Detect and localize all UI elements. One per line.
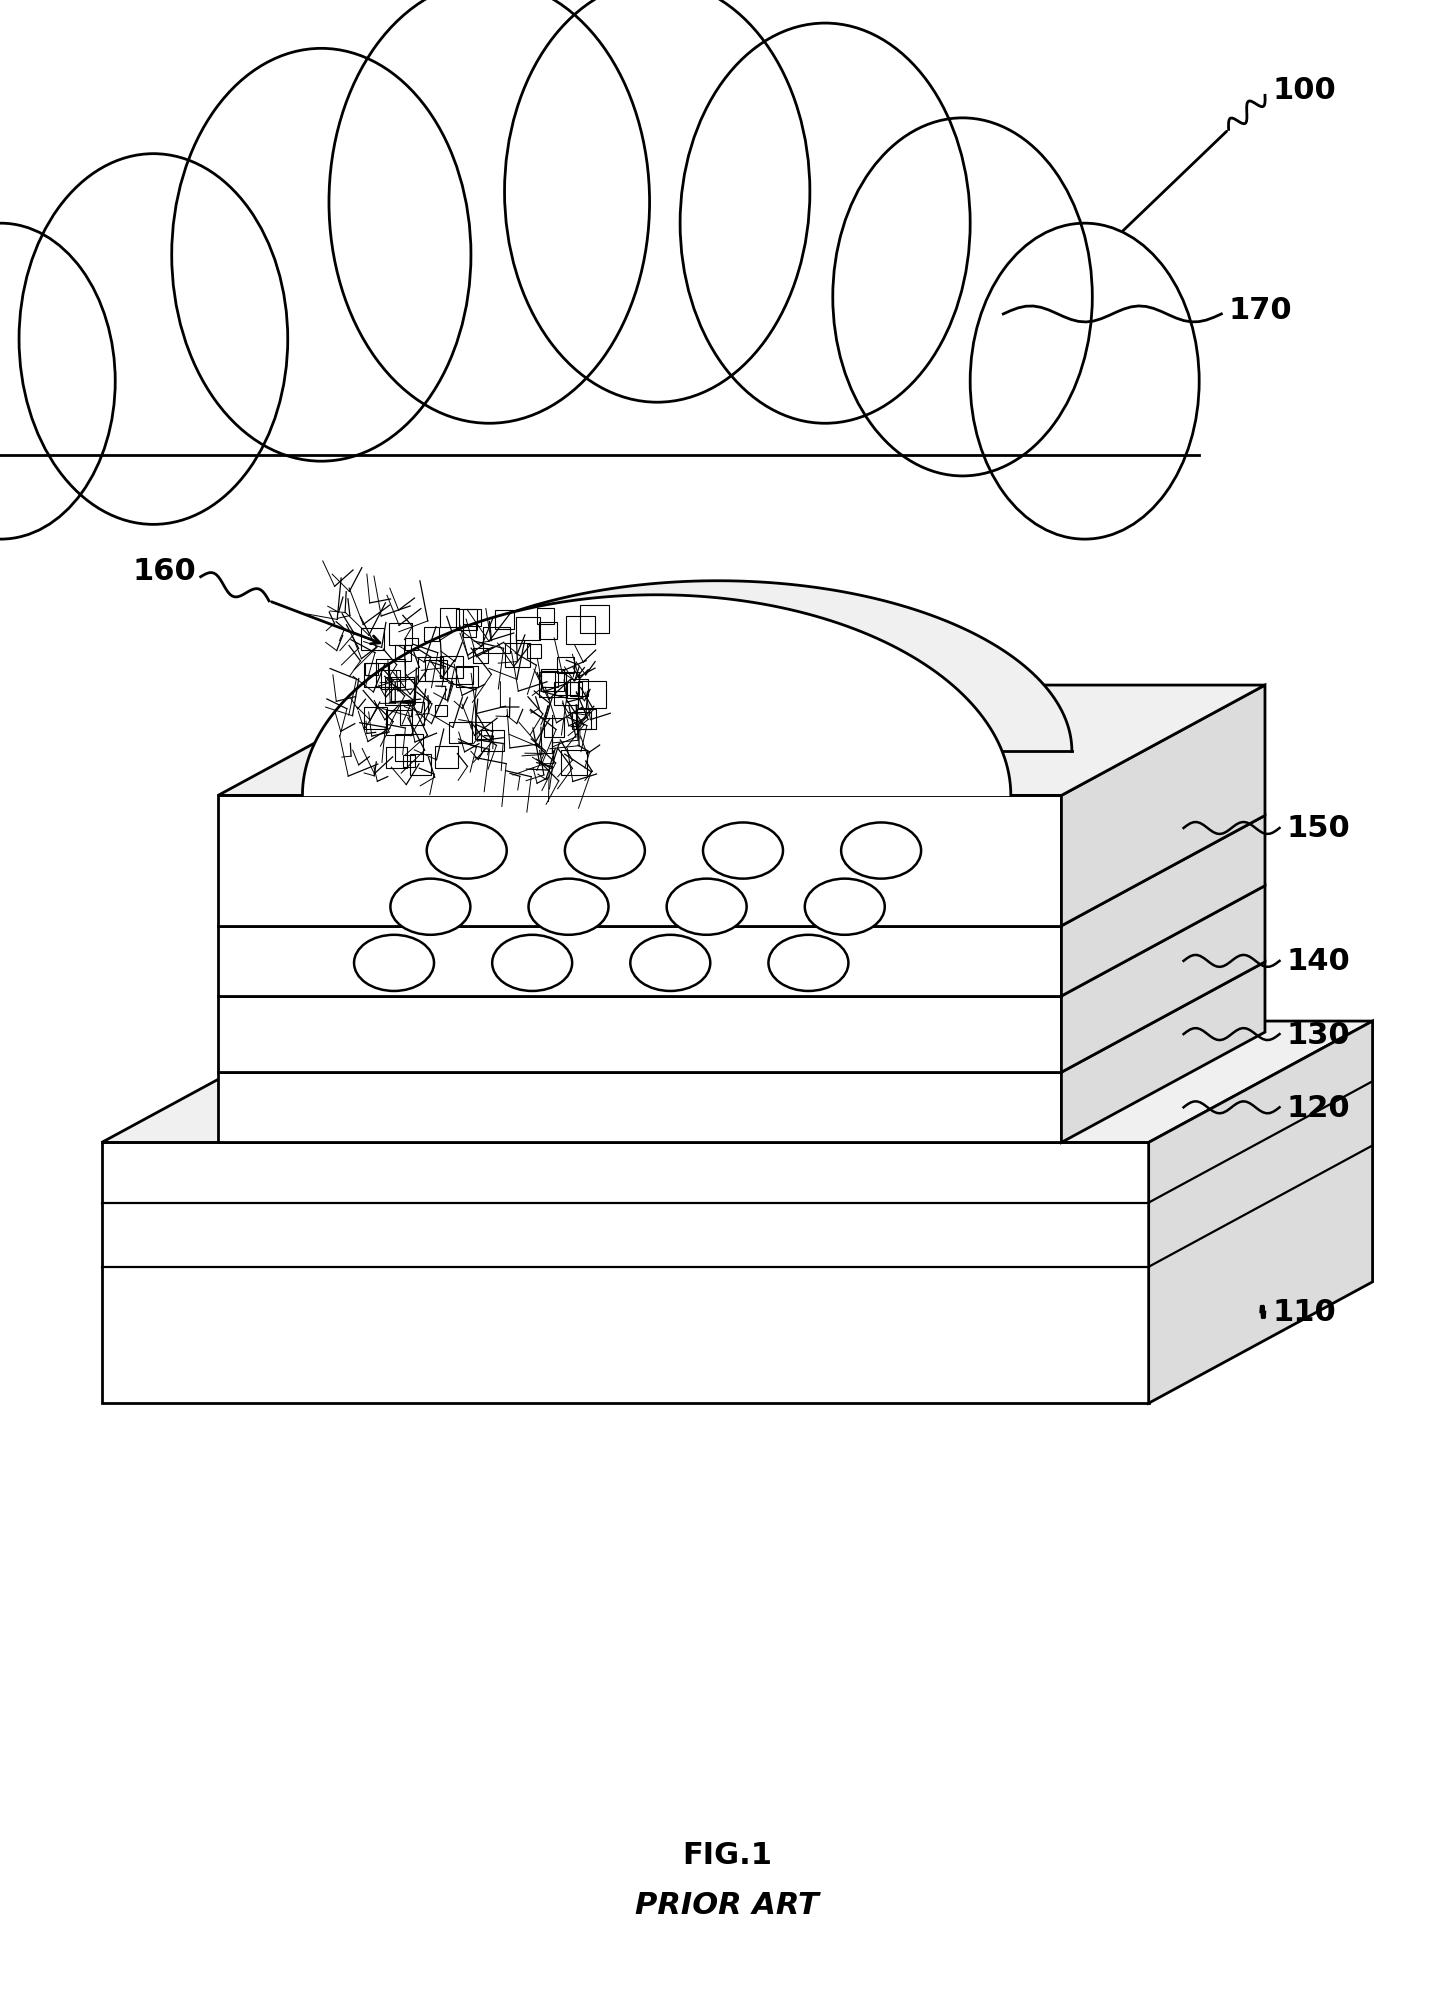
Polygon shape — [1061, 886, 1265, 1073]
Ellipse shape — [768, 934, 849, 992]
Polygon shape — [218, 996, 1061, 1073]
Ellipse shape — [666, 878, 747, 934]
Ellipse shape — [564, 822, 644, 878]
Polygon shape — [302, 595, 1011, 796]
Polygon shape — [1061, 686, 1265, 926]
Text: 140: 140 — [1287, 946, 1351, 976]
Ellipse shape — [491, 934, 571, 992]
Text: 130: 130 — [1287, 1021, 1351, 1049]
Text: 160: 160 — [132, 557, 196, 585]
Polygon shape — [218, 926, 1061, 996]
Circle shape — [970, 225, 1200, 539]
Polygon shape — [218, 796, 1061, 926]
Ellipse shape — [702, 822, 782, 878]
Polygon shape — [364, 581, 1072, 752]
Polygon shape — [218, 962, 1265, 1073]
Polygon shape — [218, 816, 1265, 926]
Circle shape — [505, 0, 810, 403]
Text: FIG.1: FIG.1 — [682, 1841, 772, 1869]
Ellipse shape — [630, 934, 710, 992]
Polygon shape — [1149, 1023, 1373, 1404]
Ellipse shape — [426, 822, 506, 878]
Polygon shape — [218, 886, 1265, 996]
Circle shape — [833, 118, 1092, 477]
Text: 170: 170 — [1229, 297, 1293, 325]
Polygon shape — [102, 1023, 1373, 1143]
Ellipse shape — [806, 878, 884, 934]
Text: 100: 100 — [1272, 76, 1336, 104]
Text: PRIOR ART: PRIOR ART — [635, 1891, 819, 1919]
Circle shape — [19, 154, 288, 525]
Circle shape — [172, 50, 471, 461]
Circle shape — [680, 24, 970, 425]
Text: 150: 150 — [1287, 814, 1351, 842]
Ellipse shape — [355, 934, 433, 992]
Polygon shape — [218, 686, 1265, 796]
Polygon shape — [102, 1143, 1149, 1404]
Polygon shape — [218, 1073, 1061, 1143]
Ellipse shape — [840, 822, 922, 878]
Circle shape — [329, 0, 650, 425]
Circle shape — [0, 225, 115, 539]
Ellipse shape — [528, 878, 608, 934]
Text: 110: 110 — [1272, 1297, 1336, 1327]
Polygon shape — [1061, 962, 1265, 1143]
Polygon shape — [1061, 816, 1265, 996]
Ellipse shape — [390, 878, 471, 934]
Text: 120: 120 — [1287, 1093, 1351, 1123]
